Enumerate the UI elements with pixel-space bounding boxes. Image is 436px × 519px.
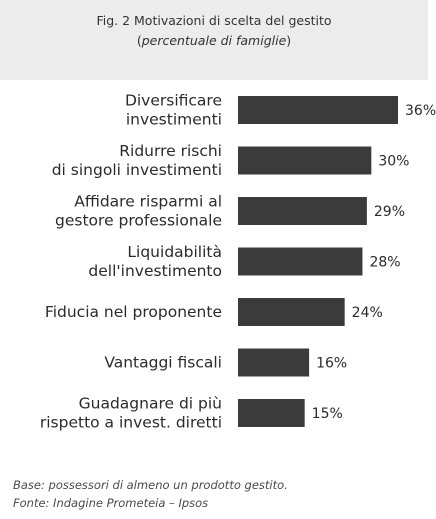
bar-4 [238,247,363,276]
chart-title: Fig. 2 Motivazioni di scelta del gestito [96,13,332,28]
category-label-4-line-1: Liquidabilità [127,243,222,261]
category-label-1-line-1: Diversificare [125,92,222,110]
bar-5 [238,298,345,326]
category-label-3-line-2: gestore professionale [55,212,222,230]
category-label-1-line-2: investimenti [126,111,222,129]
bar-3 [238,197,367,225]
chart-notes: Base: possessori di almeno un prodotto g… [13,476,288,512]
base-note: Base: possessori di almeno un prodotto g… [13,478,288,492]
value-label-3: 29% [374,204,405,220]
chart-subtitle-text: percentuale di famiglie [141,33,287,48]
value-label-2: 30% [378,154,409,170]
chart-subtitle: (percentuale di famiglie) [136,33,292,48]
value-label-4: 28% [369,255,400,271]
category-label-6-line-1: Vantaggi fiscali [104,354,222,372]
bar-7 [238,399,305,427]
category-label-2-line-2: di singoli investimenti [52,161,222,179]
value-label-6: 16% [316,356,347,372]
value-label-7: 15% [312,406,343,422]
category-label-7-line-2: rispetto a invest. diretti [40,414,222,432]
category-label-4-line-2: dell'investimento [88,262,222,280]
figure-header: Fig. 2 Motivazioni di scelta del gestito… [0,0,428,80]
value-label-1: 36% [405,103,436,119]
category-label-5-line-1: Fiducia nel proponente [45,303,222,321]
source-note: Fonte: Indagine Prometeia – Ipsos [13,496,209,510]
bar-6 [238,348,310,377]
category-label-2-line-1: Ridurre rischi [119,142,222,160]
bar-2 [238,146,372,175]
category-label-7-line-1: Guadagnare di più [79,395,222,413]
value-label-5: 24% [352,305,383,321]
category-label-3-line-1: Affidare risparmi al [74,193,222,211]
bar-1 [238,96,398,124]
